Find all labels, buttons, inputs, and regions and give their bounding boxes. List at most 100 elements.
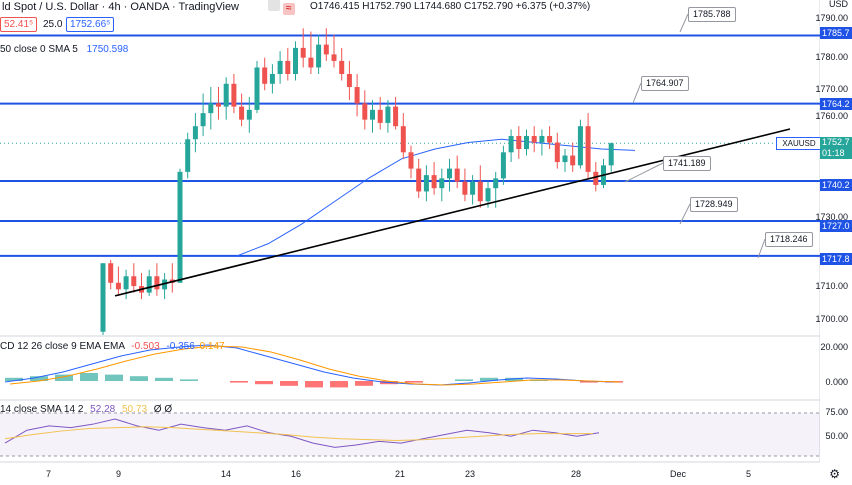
tick-label: 1760.00 <box>815 111 848 121</box>
macd-histogram-bar <box>180 379 198 381</box>
x-tick-label: 23 <box>465 469 476 479</box>
candle-body <box>269 73 275 84</box>
tick-label: 1790.00 <box>815 13 848 23</box>
x-tick-label: 5 <box>746 469 752 479</box>
level-tag: 1785.7 <box>820 27 852 39</box>
tick-label: 1710.00 <box>815 281 848 291</box>
candle-body <box>393 106 399 127</box>
candle-body <box>123 276 129 290</box>
indicator-toggle-icon[interactable] <box>268 0 280 11</box>
candle-body <box>400 126 406 153</box>
candle-body <box>185 139 191 172</box>
candle-body <box>408 152 414 169</box>
macd-histogram-bar <box>5 377 23 381</box>
x-tick-label: 7 <box>46 469 52 479</box>
rsi-label: 14 close SMA 14 2 <box>0 404 84 415</box>
macd-histogram-bar <box>330 381 348 388</box>
tick-label: 1770.00 <box>815 84 848 94</box>
level-tag: 1727.0 <box>820 220 852 232</box>
level-tag: 1740.2 <box>820 179 852 191</box>
candle-body <box>593 171 599 185</box>
price-axis[interactable]: USD 1790.00 1780.00 1770.00 1760.00 1730… <box>815 0 852 485</box>
candle-body <box>293 47 298 74</box>
x-tick-label: 16 <box>291 469 302 479</box>
macd-histogram-bar <box>580 381 598 383</box>
macd-histogram-bar <box>480 377 498 381</box>
candle-body <box>500 152 506 179</box>
candle-body <box>231 83 237 107</box>
candle-body <box>423 175 429 192</box>
level-tag: 1717.8 <box>820 253 852 265</box>
macd-histogram-bar <box>280 381 298 386</box>
ask-price[interactable]: 1752.66⁵ <box>66 17 115 32</box>
sma-value: 1750.598 <box>86 44 129 55</box>
candle-body <box>131 276 137 287</box>
level-tag: 1764.2 <box>820 98 852 110</box>
candle-body <box>277 60 283 74</box>
candle-body <box>308 57 314 68</box>
candle-body <box>493 178 499 189</box>
tick-label: 1700.00 <box>815 314 848 324</box>
candle-body <box>477 181 483 202</box>
candle-body <box>531 135 537 143</box>
candle-body <box>539 135 545 143</box>
candle-body <box>262 67 268 84</box>
candle-body <box>316 44 322 68</box>
x-tick-label: 14 <box>221 469 232 479</box>
macd-histogram-bar <box>80 373 98 381</box>
macd-histogram-bar <box>30 376 48 381</box>
candle-body <box>570 155 576 166</box>
bid-price[interactable]: 52.41⁵ <box>0 17 38 32</box>
level-callout: 1741.189 <box>663 156 711 171</box>
tick-label: 1780.00 <box>815 52 848 62</box>
candle-body <box>447 168 452 179</box>
chart-settings-icon[interactable]: ⚙ <box>829 467 840 481</box>
candle-body <box>362 103 368 120</box>
level-callout: 1785.788 <box>688 7 736 22</box>
candle-body <box>439 178 445 189</box>
candle-body <box>108 263 114 283</box>
ohlc-readout: O1746.415 H1752.790 L1744.680 C1752.790 … <box>310 1 591 12</box>
callout-leader <box>632 82 642 104</box>
callout-leader <box>679 13 689 33</box>
candle-body <box>577 126 583 166</box>
candle-body <box>146 276 152 293</box>
last-price: 1752.7 <box>820 137 852 148</box>
bar-countdown: 01:18 <box>820 148 852 159</box>
spread: 25.0 <box>43 19 63 30</box>
rsi-value-3: Ø Ø <box>153 404 173 415</box>
settings-icon[interactable]: ≈ <box>282 3 295 15</box>
candle-body <box>246 109 252 120</box>
candle-body <box>354 87 360 104</box>
candle-body <box>177 171 183 283</box>
candle-body <box>239 106 245 120</box>
rsi-tick: 75.00 <box>825 407 848 417</box>
macd-histogram-bar <box>505 377 523 381</box>
trendline <box>114 128 791 297</box>
symbol-price-tag: XAUUSD 1752.7 01:18 <box>776 136 852 160</box>
candle-body <box>346 73 352 88</box>
x-tick-label: 28 <box>571 469 582 479</box>
macd-histogram-bar <box>155 377 173 381</box>
sma-line <box>234 138 636 258</box>
candle-body <box>162 279 168 290</box>
macd-value-1: -0.503 <box>131 341 160 352</box>
candle-body <box>208 103 214 114</box>
rsi-value-2: 50.73 <box>121 404 148 415</box>
candle-body <box>216 103 221 107</box>
candle-body <box>462 181 468 195</box>
macd-histogram-bar <box>130 376 148 381</box>
candle-body <box>300 47 306 58</box>
candle-body <box>200 113 206 127</box>
currency-label: USD <box>828 0 848 9</box>
rsi-band <box>0 413 820 456</box>
candle-body <box>323 44 329 55</box>
candle-body <box>485 188 491 202</box>
rsi-tick: 50.00 <box>825 431 848 441</box>
candle-body <box>562 155 568 163</box>
macd-histogram-bar <box>405 381 423 383</box>
rsi-ma-line <box>4 426 593 442</box>
chart-title: ld Spot / U.S. Dollar · 4h · OANDA · Tra… <box>2 1 239 13</box>
candle-body <box>554 142 560 163</box>
